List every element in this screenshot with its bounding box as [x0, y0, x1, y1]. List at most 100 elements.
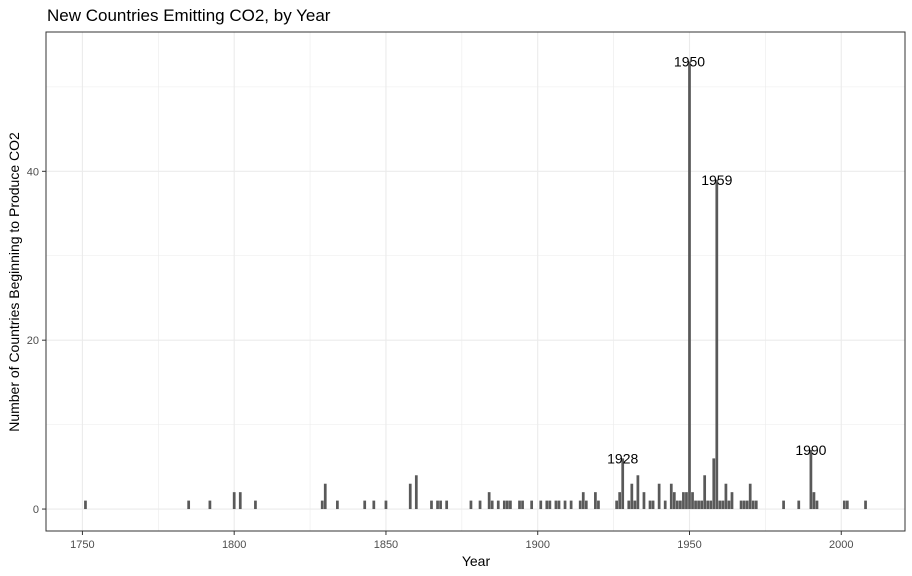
y-tick-label: 20: [27, 335, 39, 347]
bar-1959: [715, 179, 719, 510]
x-tick-label: 1800: [222, 539, 246, 551]
bar-1992: [815, 500, 819, 510]
bar-1990: [809, 449, 813, 510]
bar-1889: [502, 500, 506, 510]
bar-1986: [797, 500, 801, 510]
x-axis: 1750 1800 1850 1900 1950 2000: [70, 531, 854, 551]
bar-1933: [636, 475, 640, 510]
bar-1909: [563, 500, 567, 510]
x-axis-title: Year: [462, 553, 491, 569]
bar-1964: [730, 492, 734, 510]
x-tick-label: 1900: [525, 539, 549, 551]
annotation-1928: 1928: [607, 450, 638, 466]
bar-1970: [748, 483, 752, 510]
bar-1911: [569, 500, 573, 510]
bar-1932: [633, 500, 637, 510]
bar-1981: [782, 500, 785, 510]
bar-1931: [630, 483, 634, 510]
y-tick-label: 0: [33, 504, 39, 516]
bar-1972: [754, 500, 758, 510]
bar-1867: [436, 500, 439, 510]
bars: [84, 61, 867, 510]
bar-1945: [672, 492, 676, 510]
bar-1956: [706, 500, 710, 510]
bar-1904: [548, 500, 552, 510]
bar-1951: [691, 492, 694, 510]
bar-1834: [336, 500, 339, 510]
bar-1881: [478, 500, 482, 510]
bar-1942: [663, 500, 667, 510]
bar-1957: [709, 500, 713, 510]
bar-1991: [812, 492, 816, 510]
bar-1968: [742, 500, 746, 510]
bar-1960: [718, 500, 722, 510]
bar-1901: [539, 500, 543, 510]
bar-1935: [642, 492, 646, 510]
bar-1878: [469, 500, 473, 510]
bar-1846: [372, 500, 376, 510]
bar-1895: [521, 500, 524, 510]
bar-2001: [842, 500, 846, 510]
bar-1751: [84, 500, 87, 510]
bar-1940: [657, 483, 661, 510]
bar-1927: [618, 492, 622, 510]
bar-1906: [554, 500, 558, 510]
bar-1962: [724, 483, 728, 510]
bar-1938: [651, 500, 655, 510]
bar-1914: [578, 500, 582, 510]
bar-1948: [682, 492, 685, 510]
bar-1894: [518, 500, 521, 510]
y-tick-label: 40: [27, 166, 39, 178]
bar-1785: [187, 500, 191, 510]
bar-1858: [408, 483, 412, 510]
bar-1792: [208, 500, 212, 510]
bar-1884: [487, 492, 491, 510]
y-axis: 0 20 40: [27, 166, 46, 516]
bar-1954: [700, 500, 703, 510]
bar-2008: [864, 500, 867, 510]
annotation-1959: 1959: [701, 172, 732, 188]
bar-1920: [597, 500, 600, 510]
bar-1829: [320, 500, 324, 510]
x-tick-label: 1750: [70, 539, 94, 551]
bar-1802: [238, 492, 242, 510]
bar-2002: [845, 500, 849, 510]
x-tick-label: 1950: [677, 539, 701, 551]
bar-1868: [439, 500, 442, 510]
x-tick-label: 2000: [829, 539, 853, 551]
bar-1971: [751, 500, 755, 510]
annotation-1950: 1950: [674, 54, 705, 70]
bar-1800: [232, 492, 236, 510]
bar-1963: [727, 500, 731, 510]
bar-1937: [648, 500, 652, 510]
bar-1955: [703, 475, 707, 510]
bar-1870: [445, 500, 449, 510]
bar-1944: [669, 483, 673, 510]
bar-1950: [688, 61, 691, 510]
y-axis-title: Number of Countries Beginning to Produce…: [6, 132, 22, 432]
bar-1946: [675, 500, 679, 510]
bar-1958: [712, 458, 716, 510]
bar-1949: [685, 492, 688, 510]
bar-1907: [557, 500, 561, 510]
bar-1860: [414, 475, 418, 510]
bar-1919: [594, 492, 597, 510]
chart-title: New Countries Emitting CO2, by Year: [47, 6, 331, 25]
bar-1926: [615, 500, 619, 510]
annotations: 1928 1950 1959 1990: [607, 54, 827, 467]
bar-1916: [584, 500, 588, 510]
bar-1903: [545, 500, 549, 510]
grid-lines: [46, 32, 905, 531]
bar-1891: [509, 500, 512, 510]
bar-1952: [694, 500, 697, 510]
annotation-1990: 1990: [795, 442, 826, 458]
bar-1887: [496, 500, 500, 510]
bar-1885: [490, 500, 494, 510]
panel-border: [45, 31, 906, 532]
bar-1915: [581, 492, 585, 510]
bar-1967: [739, 500, 743, 510]
bar-1850: [384, 500, 388, 510]
bar-1930: [627, 500, 631, 510]
bar-1969: [745, 500, 749, 510]
